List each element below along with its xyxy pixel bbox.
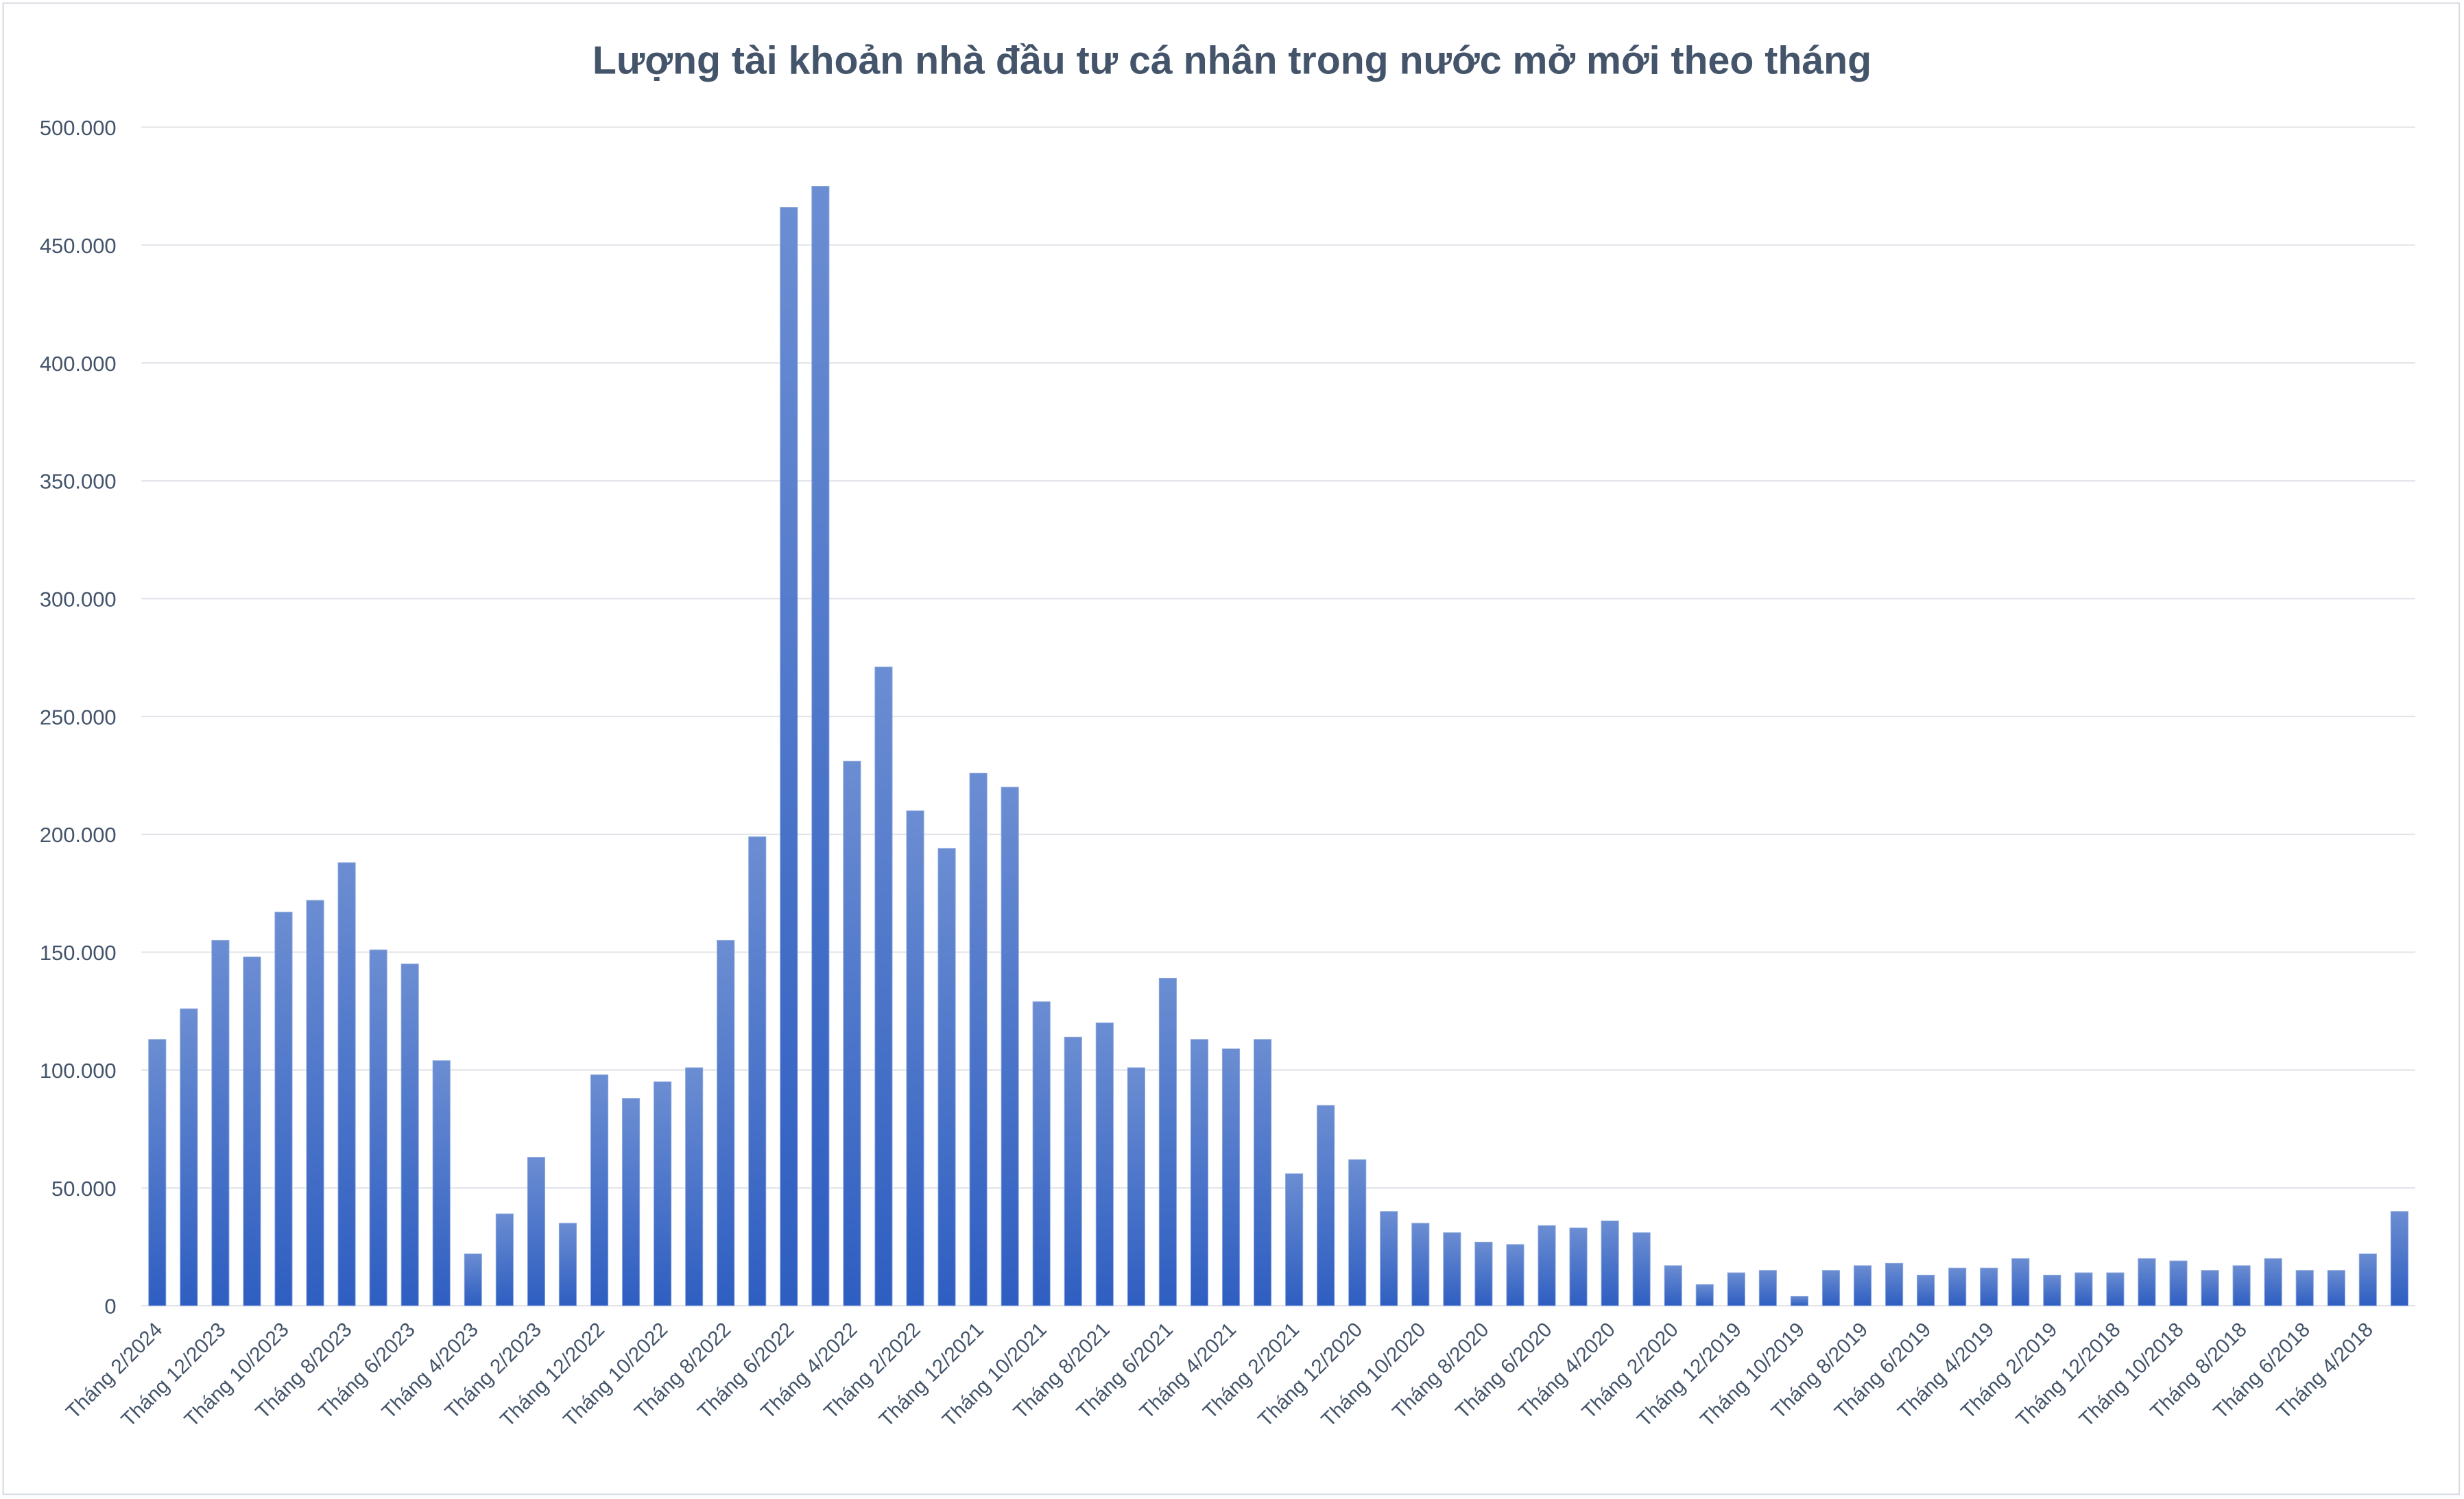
- bar: [558, 1223, 577, 1306]
- bar: [1790, 1295, 1808, 1306]
- bar: [621, 1098, 641, 1306]
- y-tick-label: 100.000: [40, 1059, 117, 1083]
- bar: [2327, 1270, 2345, 1306]
- bar: [1317, 1105, 1335, 1306]
- bar: [1853, 1265, 1872, 1306]
- bar: [1569, 1227, 1588, 1306]
- bar: [369, 949, 387, 1306]
- bar: [274, 911, 293, 1306]
- bar: [1285, 1173, 1304, 1306]
- bar: [1601, 1220, 1619, 1306]
- bar: [180, 1008, 198, 1306]
- bar: [306, 900, 324, 1306]
- y-tick-label: 450.000: [40, 234, 117, 258]
- y-tick-label: 350.000: [40, 470, 117, 494]
- bar: [2201, 1270, 2219, 1306]
- bar: [874, 667, 893, 1306]
- bar: [906, 810, 924, 1306]
- y-tick-label: 50.000: [51, 1177, 117, 1201]
- bar: [1443, 1232, 1461, 1306]
- y-tick-label: 150.000: [40, 941, 117, 965]
- bar: [1632, 1232, 1651, 1306]
- bar: [2106, 1272, 2125, 1306]
- bar: [1411, 1223, 1430, 1306]
- bar: [780, 207, 798, 1306]
- bar: [590, 1074, 609, 1306]
- bar: [337, 862, 356, 1306]
- bar: [654, 1081, 672, 1306]
- bar: [1158, 977, 1177, 1306]
- y-tick-label: 250.000: [40, 705, 117, 729]
- bar: [243, 957, 261, 1306]
- bar: [811, 186, 830, 1306]
- bar: [1474, 1241, 1493, 1306]
- bar: [1190, 1039, 1209, 1306]
- bar: [2264, 1258, 2282, 1306]
- bar: [1917, 1275, 1935, 1306]
- bar: [1348, 1159, 1367, 1306]
- bar: [969, 772, 988, 1306]
- bar: [1380, 1211, 1398, 1306]
- bar: [937, 848, 956, 1306]
- bar: [1095, 1022, 1114, 1306]
- bar: [1538, 1225, 1556, 1306]
- bar: [2043, 1275, 2061, 1306]
- bar: [2358, 1254, 2377, 1306]
- bar: [495, 1213, 514, 1306]
- bar: [1695, 1284, 1714, 1306]
- bar: [1127, 1067, 1145, 1306]
- bar: [2011, 1258, 2030, 1306]
- y-tick-label: 0: [104, 1295, 116, 1319]
- bar: [1948, 1267, 1967, 1306]
- y-tick-label: 300.000: [40, 587, 117, 611]
- bar: [1758, 1270, 1777, 1306]
- y-tick-label: 500.000: [40, 116, 117, 140]
- bar: [748, 836, 767, 1306]
- chart-title: Lượng tài khoản nhà đầu tư cá nhân trong…: [593, 39, 1871, 83]
- bar: [527, 1157, 545, 1306]
- bar: [1664, 1265, 1682, 1306]
- bar: [2169, 1260, 2188, 1306]
- bar: [2074, 1272, 2093, 1306]
- bar: [432, 1060, 451, 1306]
- bar: [717, 939, 735, 1306]
- bar: [1821, 1270, 1841, 1306]
- bar: [685, 1067, 704, 1306]
- bar: [1885, 1262, 1904, 1306]
- bar: [1980, 1267, 1998, 1306]
- bar: [464, 1254, 482, 1306]
- bar: [211, 939, 230, 1306]
- bar: [2138, 1258, 2156, 1306]
- bar: [2390, 1211, 2408, 1306]
- y-tick-label: 400.000: [40, 352, 117, 376]
- bar: [843, 760, 861, 1306]
- bar: [148, 1039, 167, 1306]
- bar: [1506, 1244, 1524, 1306]
- bar: [1001, 787, 1019, 1306]
- bar: [2295, 1270, 2314, 1306]
- bar: [400, 963, 419, 1306]
- bar: [1064, 1036, 1082, 1306]
- bar: [1727, 1272, 1745, 1306]
- bar: [2232, 1265, 2251, 1306]
- bar: [1032, 1001, 1051, 1306]
- bar: [1254, 1039, 1272, 1306]
- bar: [1221, 1048, 1241, 1306]
- y-tick-label: 200.000: [40, 823, 117, 847]
